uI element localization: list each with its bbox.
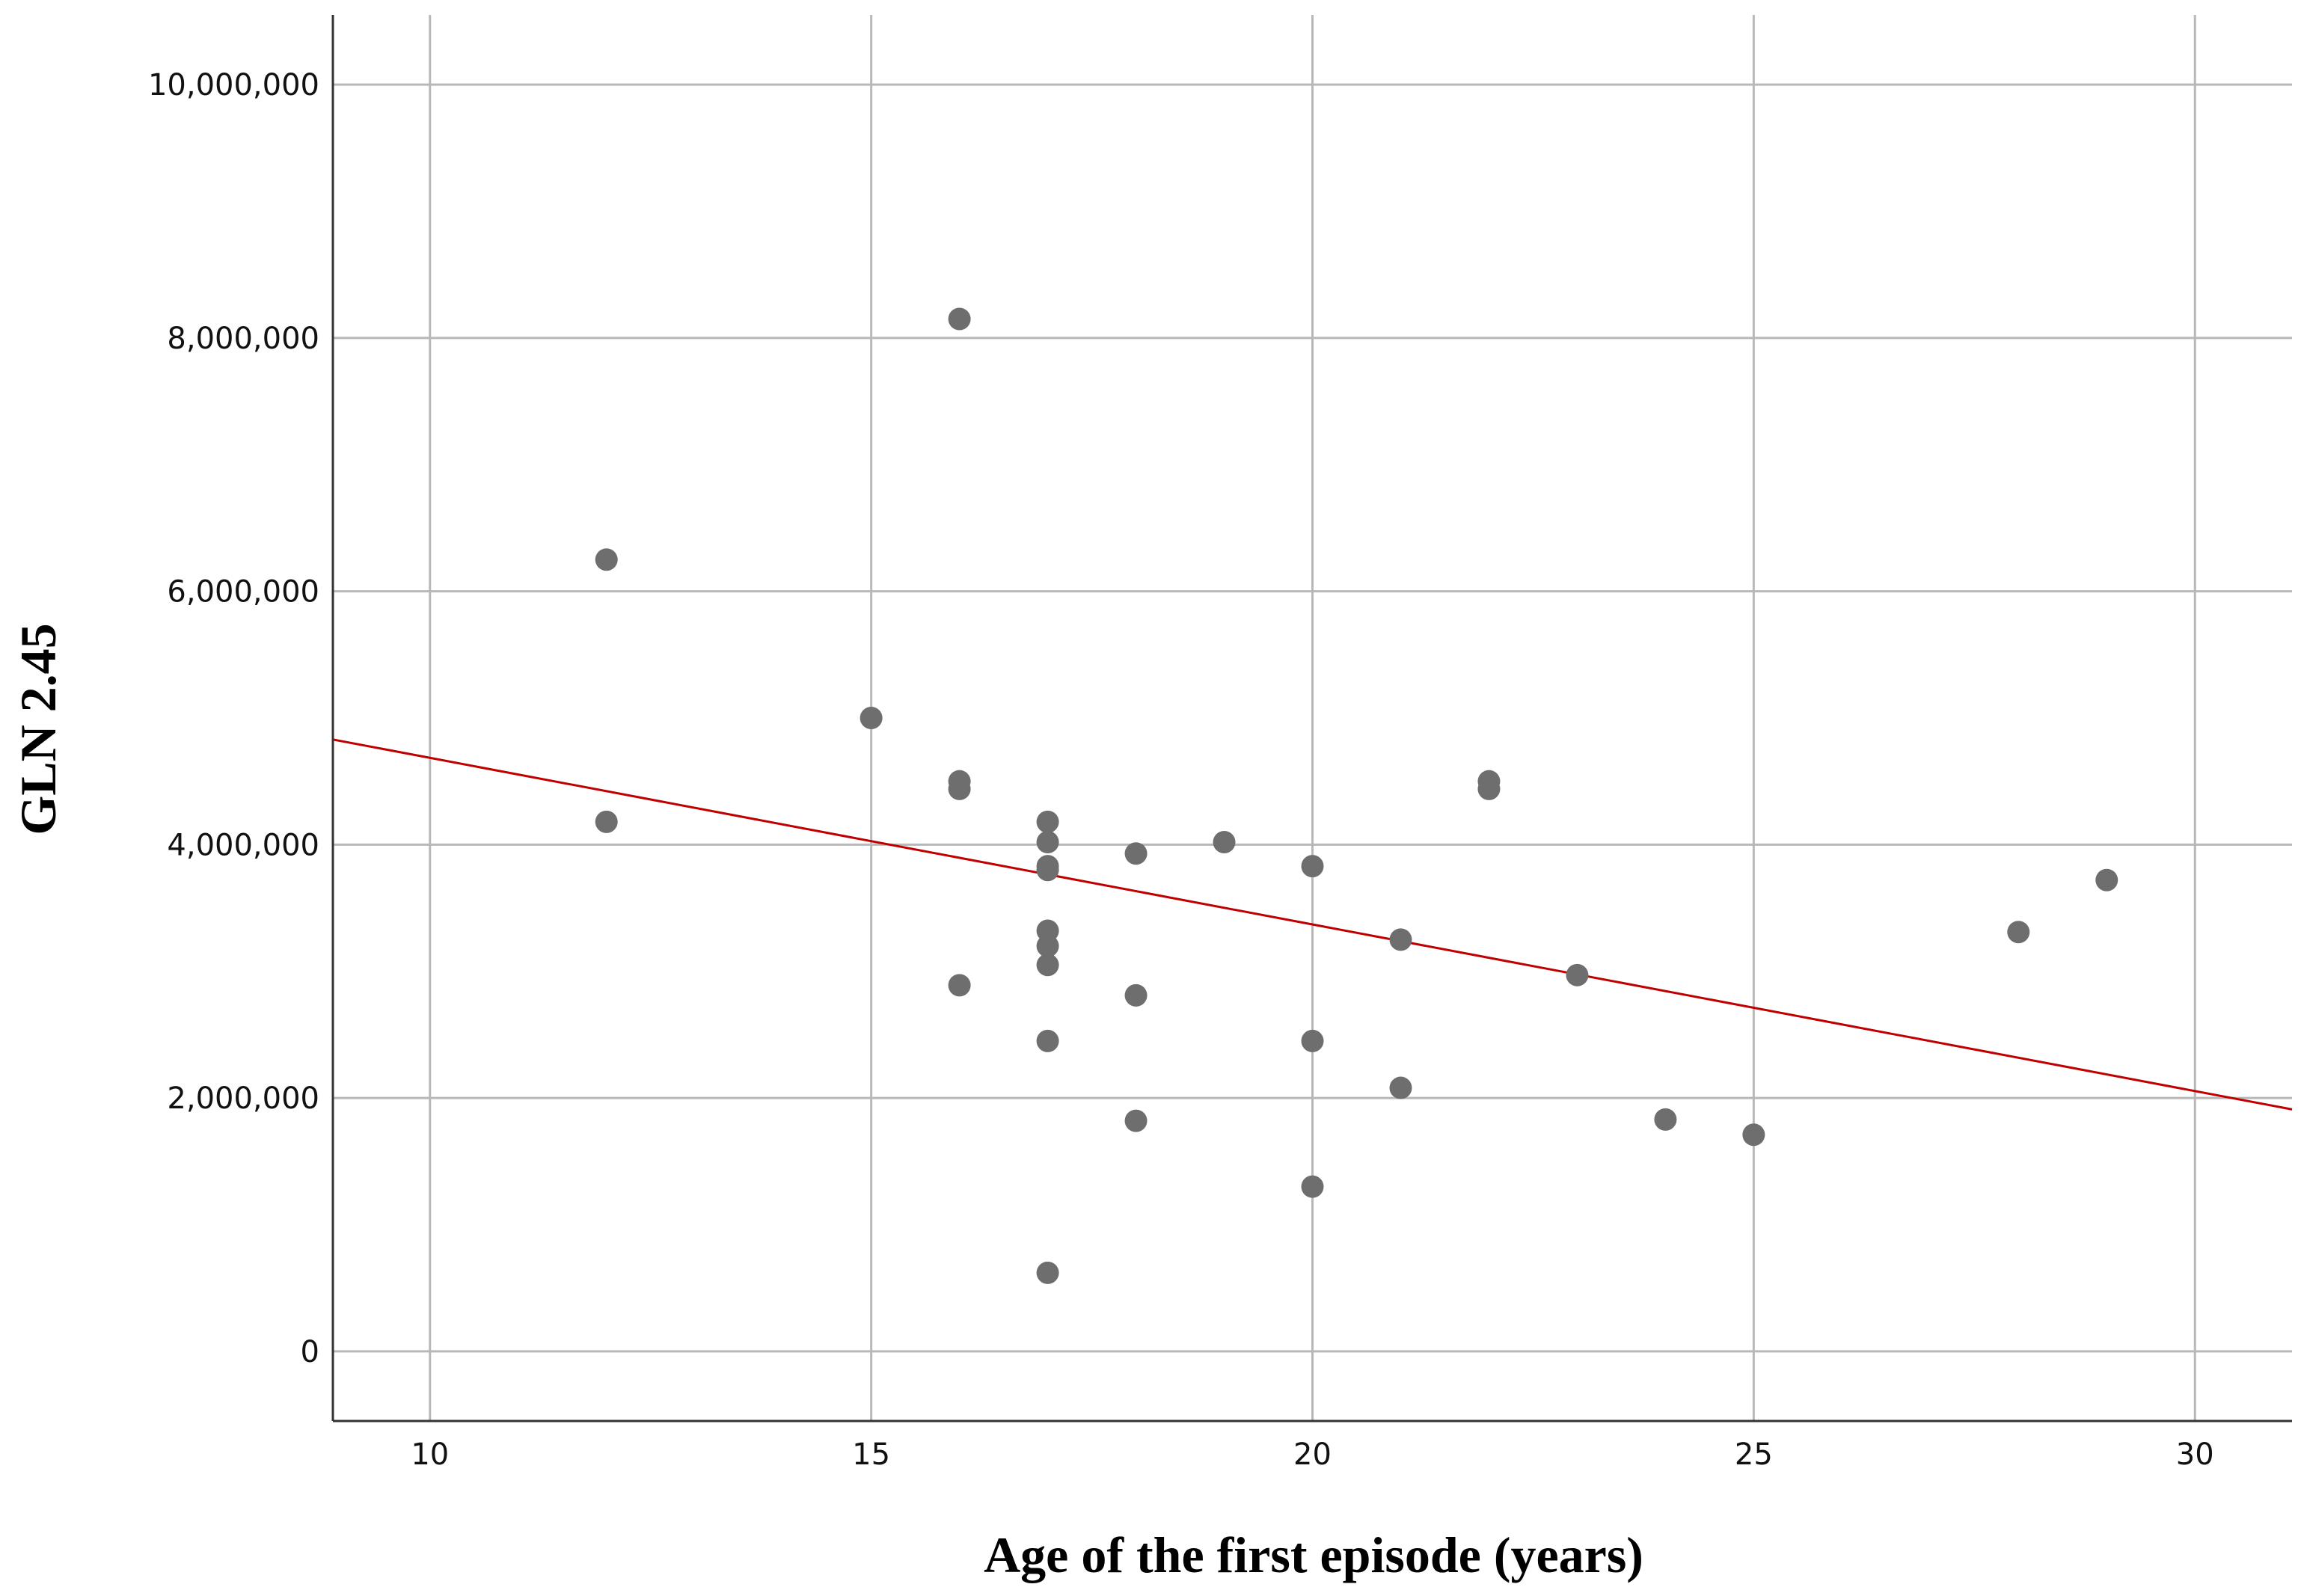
data-point: [2007, 921, 2030, 944]
x-tick-label: 20: [1293, 1437, 1332, 1472]
data-point: [1036, 810, 1059, 833]
data-point: [948, 974, 971, 997]
x-tick-label: 25: [1735, 1437, 1773, 1472]
data-point: [1036, 1029, 1059, 1052]
data-point: [595, 810, 618, 833]
y-tick-label: 0: [301, 1335, 319, 1369]
y-tick-label: 10,000,000: [148, 68, 319, 102]
data-point: [1389, 1076, 1412, 1099]
data-point: [2095, 868, 2118, 891]
y-tick-label: 8,000,000: [167, 322, 319, 356]
data-point: [1036, 934, 1059, 957]
data-point: [1301, 1029, 1324, 1052]
data-point: [948, 307, 971, 331]
data-point: [1301, 1175, 1324, 1198]
data-point: [1036, 859, 1059, 882]
data-point: [595, 548, 618, 571]
x-tick-label: 10: [411, 1437, 449, 1472]
gridlines: [333, 15, 2292, 1421]
data-point: [1566, 963, 1589, 986]
data-point: [1654, 1108, 1677, 1131]
data-point: [1036, 1261, 1059, 1284]
x-axis-title: Age of the first episode (years): [984, 1526, 1643, 1583]
y-axis-title: GLN 2.45: [10, 623, 67, 835]
x-tick-label: 30: [2176, 1437, 2214, 1472]
regression-line-group: [332, 738, 2293, 1111]
y-tick-label: 4,000,000: [167, 828, 319, 862]
data-points: [595, 307, 2118, 1284]
data-point: [1036, 830, 1059, 853]
regression-line: [332, 738, 2293, 1111]
data-point: [1124, 1109, 1148, 1132]
axes: [331, 15, 2292, 1422]
data-point: [1389, 928, 1412, 951]
y-tick-label: 2,000,000: [167, 1081, 319, 1116]
x-tick-label: 15: [852, 1437, 890, 1472]
data-point: [1742, 1123, 1765, 1147]
data-point: [1477, 777, 1501, 800]
data-point: [1124, 842, 1148, 865]
data-point: [1213, 830, 1236, 853]
data-point: [948, 777, 971, 800]
tick-labels: 10 15 20 25 30 0 2,000,000 4,000,000 6,000,000 8,…: [148, 68, 2214, 1472]
data-point: [860, 707, 883, 729]
data-point: [1036, 954, 1059, 977]
data-point: [1301, 855, 1324, 878]
y-tick-label: 6,000,000: [167, 575, 319, 610]
data-point: [1124, 983, 1148, 1007]
